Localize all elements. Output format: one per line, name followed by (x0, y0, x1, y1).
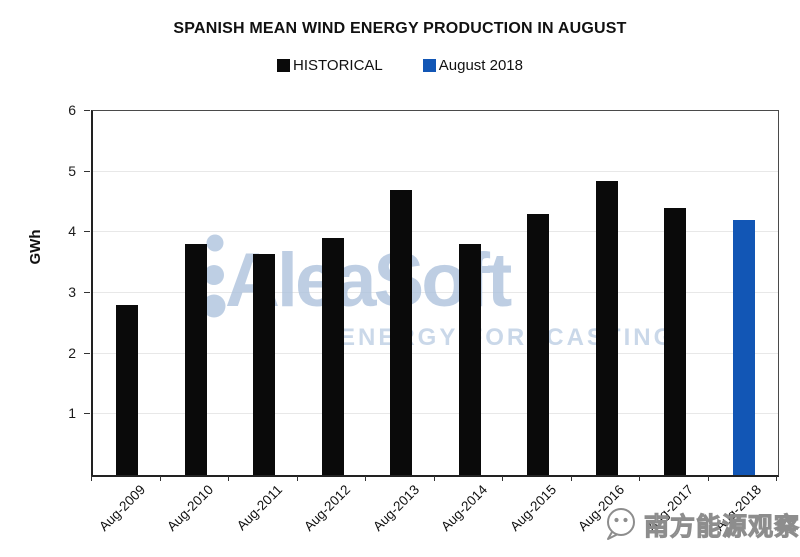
plot-area: AleaSoft ENERGY FORECASTING (91, 110, 779, 477)
x-tick-mark (776, 476, 777, 481)
y-tick-label-3: 3 (68, 284, 76, 300)
x-tick-mark (296, 476, 298, 481)
bar-aug-2013 (390, 189, 413, 475)
bar-aug-2010 (184, 244, 207, 475)
x-tick-mark (159, 476, 161, 481)
x-tick-mark (433, 476, 435, 481)
y-tick-label-6: 6 (68, 102, 76, 118)
y-tick-mark (84, 170, 90, 172)
historical-swatch-icon (277, 59, 290, 72)
y-tick-label-4: 4 (68, 223, 76, 240)
y-tick-label-1: 1 (68, 405, 76, 422)
gridline-2 (93, 352, 778, 354)
legend: HISTORICAL August 2018 (0, 57, 800, 74)
bar-aug-2012 (321, 238, 344, 475)
x-tick-mark (91, 476, 92, 481)
x-tick-mark (707, 476, 709, 481)
bar-aug-2014 (458, 244, 481, 475)
y-tick-mark (84, 413, 90, 415)
bar-aug-2017 (664, 208, 687, 475)
wechat-face-icon (607, 508, 635, 540)
wechat-watermark-text: 南方能源观察 (644, 513, 800, 542)
legend-label-august-2018: August 2018 (438, 57, 523, 74)
august-2018-swatch-icon (422, 59, 436, 72)
bar-aug-2016 (595, 180, 618, 475)
legend-item-historical: HISTORICAL (277, 57, 383, 74)
legend-label-historical: HISTORICAL (293, 57, 383, 74)
bar-aug-2018 (732, 220, 755, 475)
y-tick-label-5: 5 (68, 162, 76, 179)
y-tick-mark (84, 352, 90, 354)
y-tick-mark (84, 231, 90, 233)
x-tick-mark (639, 476, 640, 481)
x-tick-mark (570, 476, 572, 481)
gridline-5 (93, 170, 778, 172)
y-tick-mark (84, 110, 90, 111)
gridline-4 (93, 231, 778, 233)
y-tick-mark (84, 292, 90, 293)
bar-aug-2009 (116, 305, 139, 475)
x-tick-mark (228, 476, 229, 481)
bar-aug-2011 (253, 253, 276, 475)
wechat-watermark: 南方能源观察 (602, 505, 800, 545)
y-tick-label-2: 2 (68, 344, 76, 361)
legend-item-august-2018: August 2018 (422, 57, 523, 74)
chart-title: SPANISH MEAN WIND ENERGY PRODUCTION IN A… (173, 20, 627, 37)
gridline-3 (93, 292, 778, 293)
y-axis-title: GWh (27, 229, 44, 265)
gridline-1 (93, 413, 778, 415)
x-tick-mark (502, 476, 503, 481)
bar-aug-2015 (527, 214, 550, 475)
x-tick-mark (365, 476, 366, 481)
